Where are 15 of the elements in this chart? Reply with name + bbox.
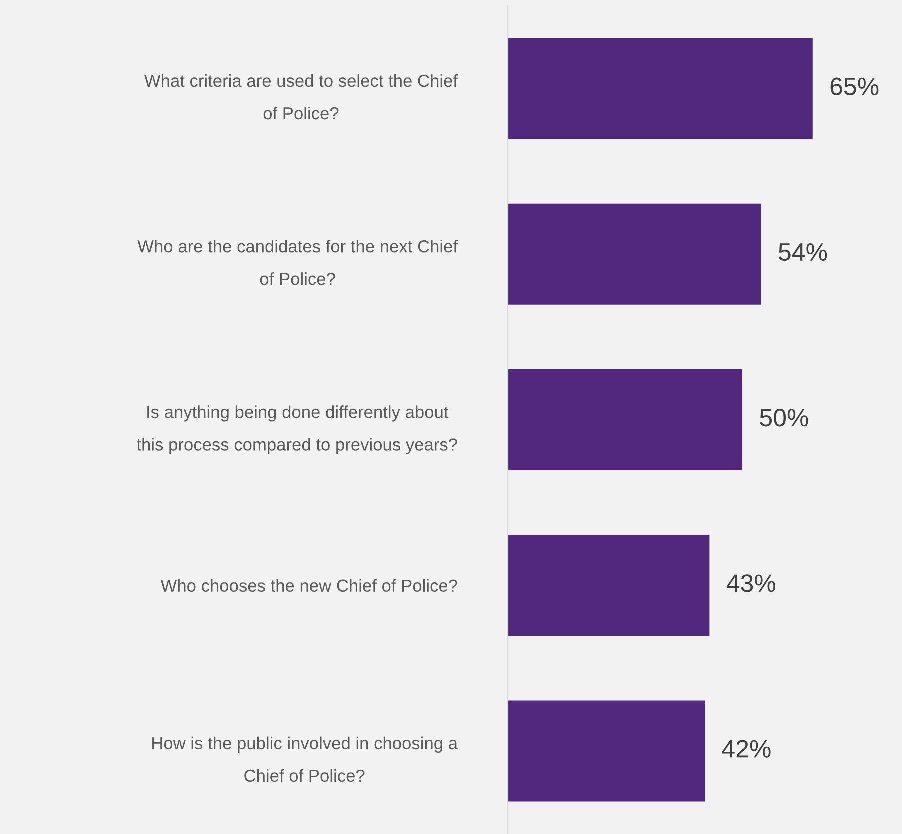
data-label: 42%	[722, 740, 771, 758]
data-label: 50%	[760, 409, 808, 427]
bar	[508, 700, 705, 802]
y-tick-label: Is anything being done differently about this process compared to previous years?	[136, 406, 458, 454]
y-tick-label: How is the public involved in choosing a Chief of Police?	[152, 736, 458, 782]
bar	[508, 38, 813, 140]
y-tick-label: Who chooses the new Chief of Police?	[160, 579, 458, 592]
data-label: 54%	[778, 244, 828, 262]
y-tick-label: What criteria are used to select the Chief of Police?	[144, 74, 458, 120]
data-label: 43%	[726, 574, 776, 592]
bar	[508, 204, 762, 305]
data-label: 65%	[830, 78, 879, 96]
y-tick-label: Who are the candidates for the next Chief of Police?	[138, 240, 458, 286]
bar	[508, 369, 743, 471]
bar	[508, 535, 710, 636]
